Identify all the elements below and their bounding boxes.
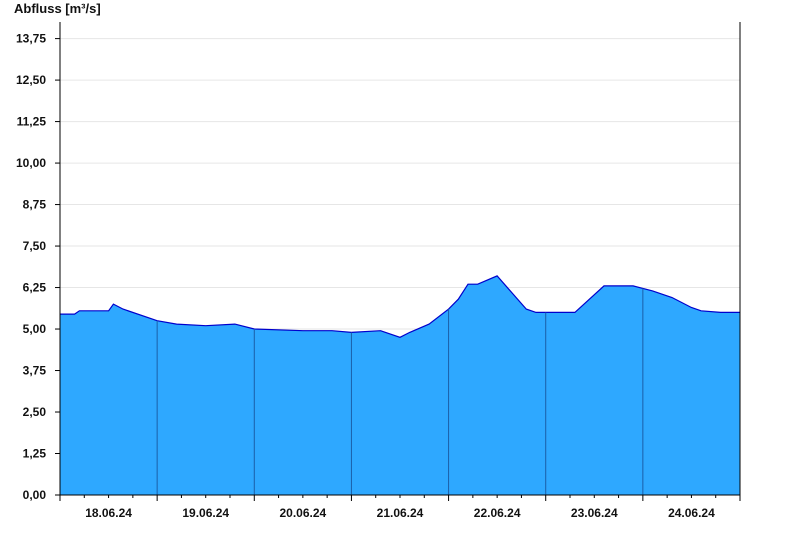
y-tick-label-4: 5,00 — [23, 322, 47, 336]
y-tick-label-6: 7,50 — [23, 239, 47, 253]
y-tick-label-9: 11,25 — [17, 115, 47, 129]
y-axis-label: Abfluss [m³/s] — [14, 1, 101, 16]
y-tick-label-3: 3,75 — [23, 364, 47, 378]
x-tick-label-1: 19.06.24 — [182, 506, 229, 520]
series-line — [60, 275, 740, 338]
x-tick-label-2: 20.06.24 — [279, 506, 326, 520]
y-tick-label-2: 2,50 — [23, 405, 47, 419]
y-ticks: 0,00 1,25 2,50 3,75 5,00 6,25 7,50 8,75 10,00 11,… — [16, 32, 60, 502]
y-tick-label-11: 13,75 — [16, 32, 46, 46]
y-tick-label-7: 8,75 — [23, 198, 47, 212]
y-tick-label-0: 0,00 — [23, 488, 47, 502]
y-tick-label-5: 6,25 — [23, 281, 47, 295]
y-tick-label-8: 10,00 — [16, 156, 46, 170]
day-separators — [156, 288, 644, 495]
x-tick-label-3: 21.06.24 — [377, 506, 424, 520]
area-fill — [60, 275, 740, 495]
x-ticks: 18.06.24 19.06.24 20.06.24 21.06.24 22.06.24… — [59, 495, 741, 520]
y-tick-label-10: 12,50 — [16, 73, 46, 87]
area-layer — [60, 275, 740, 495]
y-tick-label-1: 1,25 — [23, 447, 47, 461]
x-tick-label-0: 18.06.24 — [85, 506, 132, 520]
x-tick-label-6: 24.06.24 — [668, 506, 715, 520]
x-tick-label-5: 23.06.24 — [571, 506, 618, 520]
x-tick-label-4: 22.06.24 — [474, 506, 521, 520]
